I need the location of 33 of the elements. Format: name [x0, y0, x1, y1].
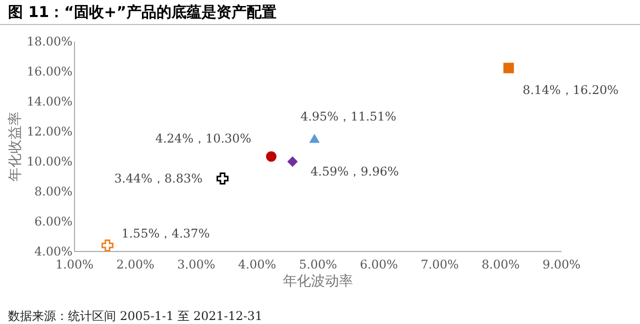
- y-tick-label: 12.00%: [26, 124, 72, 138]
- x-tick-label: 4.00%: [238, 258, 276, 272]
- y-tick-label: 8.00%: [34, 184, 72, 198]
- data-label: 1.55%，4.37%: [121, 226, 210, 240]
- x-tick-label: 9.00%: [542, 258, 581, 272]
- point: [503, 62, 514, 74]
- chart-title: 图 11：“固收+”产品的底蕴是资产配置: [0, 0, 640, 25]
- x-tick-label: 2.00%: [116, 258, 154, 272]
- source-note: 数据来源：统计区间 2005-1-1 至 2021-12-31: [7, 308, 264, 324]
- x-tick-label: 6.00%: [360, 258, 398, 272]
- y-tick-label: 10.00%: [26, 154, 72, 168]
- x-axis-title: 年化波动率: [283, 274, 353, 290]
- point: [216, 172, 229, 185]
- y-tick-label: 14.00%: [26, 94, 72, 108]
- point: [309, 134, 320, 143]
- y-tick-label: 16.00%: [26, 64, 72, 78]
- x-tick-label: 7.00%: [420, 258, 459, 272]
- data-label: 8.14%，16.20%: [522, 83, 619, 97]
- data-label: 4.24%，10.30%: [155, 132, 252, 146]
- data-label: 4.59%，9.96%: [310, 164, 399, 179]
- x-tick-label: 3.00%: [177, 258, 216, 272]
- y-axis-title: 年化收益率: [8, 112, 24, 182]
- y-tick-label: 6.00%: [34, 214, 72, 228]
- x-tick-label: 5.00%: [298, 258, 338, 272]
- point: [266, 151, 276, 162]
- data-label: 3.44%，8.83%: [114, 172, 203, 186]
- point: [287, 156, 298, 167]
- y-tick-label: 4.00%: [34, 244, 72, 258]
- x-tick-label: 1.00%: [55, 258, 94, 272]
- data-label: 4.95%，11.51%: [300, 109, 396, 124]
- x-tick-label: 8.00%: [482, 258, 520, 272]
- y-tick-label: 18.00%: [26, 34, 72, 48]
- point: [101, 239, 114, 252]
